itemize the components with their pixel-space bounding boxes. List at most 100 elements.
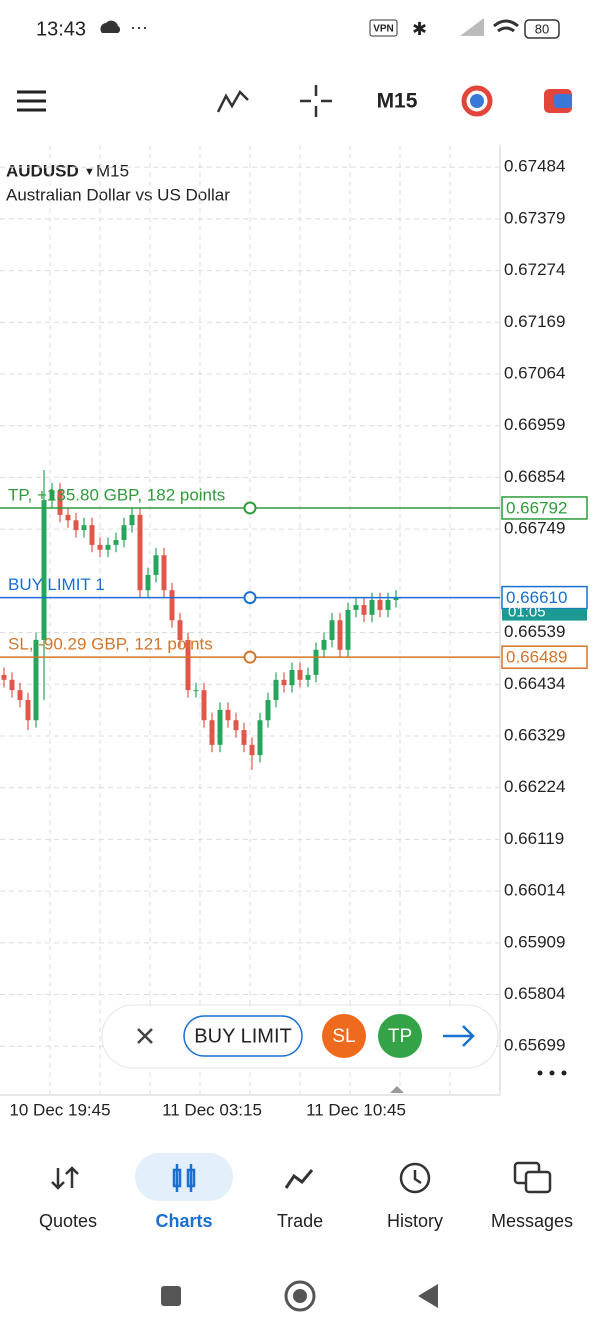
level-handle[interactable]: [243, 501, 257, 515]
sl-text: SL: [332, 1026, 355, 1047]
candle-body: [9, 679, 15, 691]
tp-button[interactable]: [378, 1014, 422, 1058]
candle-body: [385, 600, 391, 610]
y-tick-label: 0.67379: [504, 208, 565, 227]
tp-text: TP: [388, 1026, 412, 1047]
level-handle[interactable]: [243, 650, 257, 664]
y-tick-label: 0.66224: [504, 777, 565, 796]
candle-body: [145, 574, 151, 591]
candle-body: [313, 649, 319, 675]
buy-limit-text: BUY LIMIT: [194, 1025, 291, 1047]
candle-body: [169, 590, 175, 621]
chart: AUDUSD ▼ M15 Australian Dollar vs US Dol…: [0, 145, 588, 1119]
vpn-badge: [369, 19, 398, 37]
android-back[interactable]: [418, 1284, 438, 1308]
y-tick-label: 0.67484: [504, 157, 565, 176]
nav-item[interactable]: Charts: [155, 1211, 212, 1231]
indicators-button[interactable]: [216, 89, 249, 113]
quotes-icon: [51, 1166, 79, 1190]
candle-body: [249, 744, 255, 756]
sl-button[interactable]: [322, 1014, 366, 1058]
candle-body: [121, 525, 127, 540]
history-icon: [399, 1162, 431, 1194]
level-label: SL, -90.29 GBP, 121 points: [8, 635, 213, 654]
crosshair-button[interactable]: [300, 85, 332, 117]
candle-body: [49, 490, 55, 501]
candle-body: [273, 679, 279, 701]
battery-icon: [524, 19, 560, 39]
chart-more[interactable]: [537, 1070, 567, 1076]
wifi-icon: [493, 19, 519, 33]
nav-item[interactable]: Messages: [491, 1211, 573, 1231]
vpn-text: VPN: [373, 24, 394, 35]
x-tick-label: 11 Dec 03:15: [162, 1100, 262, 1119]
candle-body: [345, 609, 351, 650]
symbol[interactable]: AUDUSD: [6, 161, 79, 180]
battery-level: 80: [535, 21, 549, 36]
android-home[interactable]: [284, 1280, 316, 1312]
x-tick-label: 10 Dec 19:45: [9, 1100, 110, 1119]
candle-body: [305, 674, 311, 680]
nav-item[interactable]: Quotes: [39, 1211, 97, 1231]
candle-body: [193, 690, 199, 692]
candle-body: [361, 604, 367, 615]
bluetooth-icon: ✱: [412, 19, 427, 39]
countdown: 01:05: [508, 604, 546, 621]
candle-body: [57, 490, 63, 515]
candle-body: [329, 620, 335, 640]
candle-body: [281, 679, 287, 686]
y-tick-label: 0.67064: [504, 363, 565, 382]
chart-timeframe: M15: [96, 161, 129, 180]
status-more: ···: [130, 17, 148, 37]
candle-body: [177, 620, 183, 640]
candle-body: [65, 514, 71, 521]
candle-body: [33, 639, 39, 721]
bottom-nav: Quotes Charts Trade History Messages: [39, 1211, 573, 1231]
y-tick-label: 0.66854: [504, 467, 565, 486]
candle-body: [105, 544, 111, 550]
y-tick-label: 0.66329: [504, 725, 565, 744]
candle-body: [201, 690, 207, 721]
buy-limit-button[interactable]: [183, 1015, 303, 1057]
candle-body: [209, 720, 215, 745]
y-tick-label: 0.65804: [504, 984, 565, 1003]
y-tick-label: 0.66539: [504, 622, 565, 641]
candle-body: [369, 600, 375, 615]
candle-body: [137, 514, 143, 591]
android-recents[interactable]: [161, 1286, 181, 1306]
level-handle[interactable]: [243, 591, 257, 605]
x-tick-label: 11 Dec 10:45: [306, 1100, 406, 1119]
y-tick-label: 0.66014: [504, 881, 565, 900]
candle-body: [89, 525, 95, 545]
candle-body: [41, 500, 47, 640]
charts-highlight: [135, 1153, 233, 1201]
candle-body: [257, 720, 263, 756]
android-home-dot: [293, 1289, 307, 1303]
one-click-button[interactable]: [461, 85, 493, 117]
candle-body: [161, 555, 167, 591]
level-price-box: [501, 496, 588, 520]
status-time: 13:43: [36, 18, 86, 40]
cloud-icon: [100, 20, 121, 33]
candle-body: [17, 690, 23, 701]
candle-body: [129, 514, 135, 526]
nav-item[interactable]: History: [387, 1211, 443, 1231]
candle-body: [377, 600, 383, 610]
y-tick-label: 0.67274: [504, 260, 565, 279]
candle-body: [393, 597, 399, 601]
candle-body: [265, 700, 271, 721]
timeframe-button[interactable]: M15: [377, 90, 418, 113]
candle-body: [289, 669, 295, 686]
menu-button[interactable]: [17, 90, 46, 112]
candle-body: [217, 709, 223, 745]
candle-body: [113, 539, 119, 545]
trade-icon: [284, 1169, 314, 1189]
close-order-button[interactable]: [137, 1028, 153, 1044]
candle-body: [73, 520, 79, 531]
chart-subtitle: Australian Dollar vs US Dollar: [6, 185, 230, 204]
y-tick-label: 0.66119: [504, 829, 564, 848]
place-order-button[interactable]: [443, 1025, 475, 1047]
nav-item[interactable]: Trade: [277, 1211, 323, 1231]
